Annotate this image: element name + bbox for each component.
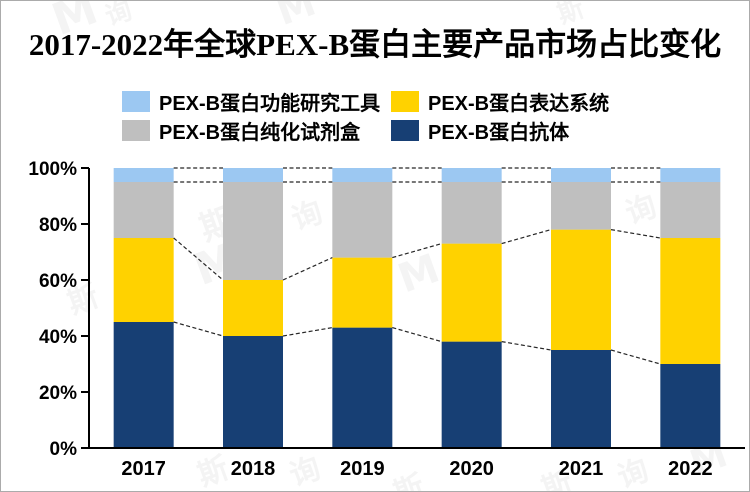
x-axis-label: 2017 bbox=[121, 458, 166, 480]
legend-label: PEX-B蛋白抗体 bbox=[428, 121, 570, 144]
legend-swatch-light-blue bbox=[122, 90, 150, 112]
x-axis-label: 2021 bbox=[559, 458, 604, 480]
bar-segment bbox=[332, 182, 393, 258]
series-connector-line bbox=[501, 229, 552, 245]
legend-item-purification-kit: PEX-B蛋白纯化试剂盒 bbox=[122, 119, 360, 144]
bar-segment bbox=[113, 238, 174, 322]
bar-segment bbox=[113, 168, 174, 182]
bar-segment bbox=[551, 168, 611, 182]
bar-segment bbox=[113, 182, 174, 238]
series-connector-line bbox=[501, 341, 552, 351]
bar-segment bbox=[660, 168, 721, 182]
y-tick-label: 60% bbox=[39, 271, 77, 292]
legend-label: PEX-B蛋白功能研究工具 bbox=[159, 92, 381, 115]
y-tick-label: 20% bbox=[39, 383, 77, 404]
bar-segment bbox=[223, 336, 283, 448]
bar-segment bbox=[441, 341, 502, 448]
bar-segment bbox=[441, 168, 502, 182]
series-connector-line bbox=[610, 349, 661, 365]
legend-item-antibody: PEX-B蛋白抗体 bbox=[391, 119, 569, 144]
bar-segment bbox=[660, 182, 721, 238]
legend-item-function-research-tools: PEX-B蛋白功能研究工具 bbox=[122, 90, 380, 115]
bar-segment bbox=[113, 322, 174, 448]
y-tick-label: 80% bbox=[39, 215, 77, 236]
x-axis-label: 2022 bbox=[668, 458, 713, 480]
bar-segment bbox=[332, 168, 393, 182]
y-tick-label: 40% bbox=[39, 327, 77, 348]
x-axis-label: 2020 bbox=[449, 458, 494, 480]
x-axis-label: 2018 bbox=[231, 458, 276, 480]
chart-title: 2017-2022年全球PEX-B蛋白主要产品市场占比变化 bbox=[28, 27, 722, 62]
bar-segment bbox=[441, 243, 502, 342]
legend-item-expression-system: PEX-B蛋白表达系统 bbox=[391, 90, 609, 115]
bar-segment bbox=[223, 168, 283, 182]
bar-segment bbox=[223, 280, 283, 336]
bar-segment bbox=[551, 182, 611, 230]
bar-segment bbox=[441, 182, 502, 244]
series-connector-line bbox=[282, 327, 333, 337]
series-connector-line bbox=[392, 327, 442, 343]
x-axis-label: 2019 bbox=[340, 458, 385, 480]
legend-swatch-dark-blue bbox=[391, 119, 419, 141]
bar-segment bbox=[332, 327, 393, 448]
y-tick-label: 0% bbox=[50, 439, 78, 460]
series-connector-line bbox=[173, 237, 224, 281]
legend-label: PEX-B蛋白纯化试剂盒 bbox=[159, 121, 361, 144]
y-tick-label: 100% bbox=[28, 159, 77, 180]
bar-segment bbox=[660, 364, 721, 448]
series-connector-line bbox=[282, 257, 333, 281]
legend-swatch-gray bbox=[122, 119, 150, 141]
bar-segment bbox=[551, 229, 611, 350]
bar-segment bbox=[551, 350, 611, 448]
series-connector-line bbox=[392, 243, 442, 259]
series-connector-line bbox=[610, 229, 661, 239]
bar-segment bbox=[332, 257, 393, 328]
series-connector-line bbox=[173, 321, 224, 337]
legend-label: PEX-B蛋白表达系统 bbox=[428, 92, 610, 115]
legend-swatch-yellow bbox=[391, 90, 419, 112]
bar-segment bbox=[660, 238, 721, 364]
bar-segment bbox=[223, 182, 283, 280]
